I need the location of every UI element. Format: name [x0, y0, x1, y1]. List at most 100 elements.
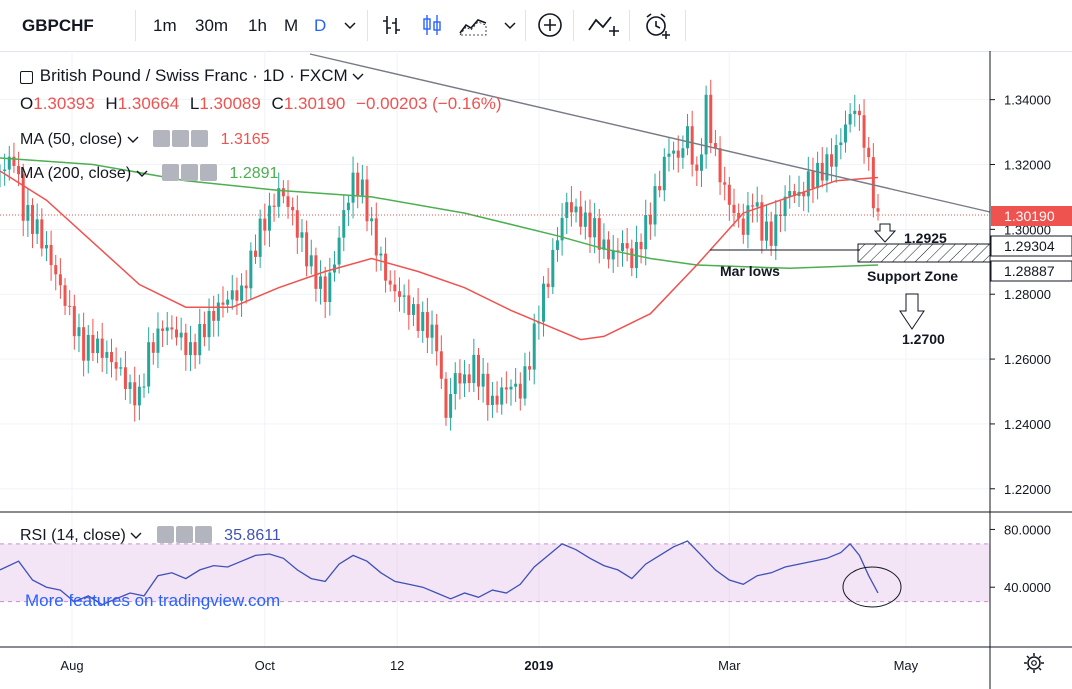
rsi-label: RSI (14, close) [20, 527, 126, 544]
chart-legend-title: British Pound / Swiss Franc · 1D · FXCM [20, 66, 364, 86]
alert-icon[interactable] [642, 11, 672, 39]
annotation-target1: 1.2925 [904, 230, 947, 246]
candle-body [226, 299, 230, 305]
candle-body [620, 243, 624, 251]
candle-body [439, 351, 443, 379]
interval-1m-button[interactable]: 1m [153, 16, 177, 35]
zone-top-price-label: 1.29304 [1004, 238, 1055, 254]
candle-body [472, 354, 476, 384]
close-icon[interactable] [191, 130, 209, 147]
candle-body [449, 393, 453, 418]
candle-body [416, 304, 420, 331]
close-icon[interactable] [194, 526, 212, 543]
annotation-support-zone: Support Zone [867, 268, 958, 284]
bar-chart-icon[interactable] [380, 13, 404, 37]
settings-icon[interactable] [175, 526, 193, 543]
candle-body [542, 283, 546, 322]
toolbar-divider [525, 10, 526, 41]
low-value: 1.30089 [199, 94, 261, 113]
candle-body [309, 255, 313, 267]
area-chart-icon[interactable] [458, 13, 488, 37]
candle-body [518, 383, 522, 399]
candle-body [686, 126, 690, 149]
time-tick-label: 12 [390, 658, 404, 673]
candle-body [142, 386, 146, 388]
price-chart: 1.2925 Mar lows Support Zone 1.2700 1.34… [0, 51, 1072, 689]
tradingview-watermark[interactable]: More features on tradingview.com [25, 591, 281, 610]
rsi-guides [0, 543, 990, 603]
candle-body [7, 156, 11, 170]
indicator-icon[interactable] [587, 12, 621, 38]
settings-icon[interactable] [172, 130, 190, 147]
interval-1h-button[interactable]: 1h [248, 16, 267, 35]
candle-body [137, 386, 141, 406]
candle-body [230, 290, 234, 300]
candle-body [388, 280, 392, 285]
candle-body [658, 186, 662, 191]
candle-body [407, 295, 411, 315]
candle-body [91, 334, 95, 354]
visibility-icon[interactable] [153, 130, 171, 147]
candle-body [862, 115, 866, 148]
time-axis[interactable]: Aug Oct 12 2019 Mar May [60, 658, 918, 673]
candle-body [699, 154, 703, 171]
candle-body [151, 342, 155, 353]
candle-body [365, 179, 369, 222]
candle-body [384, 253, 388, 281]
candle-body [286, 196, 290, 207]
close-value: 1.30190 [283, 94, 346, 113]
candle-body [546, 283, 550, 288]
candle-body [100, 338, 104, 358]
candle-body [26, 205, 30, 221]
candle-body [314, 255, 318, 289]
candle-body [360, 179, 364, 196]
interval-month-button[interactable]: M [284, 16, 299, 35]
chevron-down-icon[interactable] [136, 168, 148, 178]
price-tick-label: 1.26000 [1004, 352, 1051, 367]
candle-body [593, 218, 597, 238]
ma200-legend: MA (200, close) 1.2891 [20, 164, 278, 183]
time-tick-label: Mar [718, 658, 741, 673]
trendline[interactable] [309, 53, 991, 213]
symbol-label[interactable]: GBPCHF [22, 16, 94, 35]
chevron-down-icon[interactable] [343, 19, 357, 31]
candle-body [305, 232, 309, 267]
collapse-icon[interactable] [20, 71, 33, 84]
candle-body [49, 244, 53, 266]
candle-body [453, 373, 457, 394]
candle-body [175, 329, 179, 338]
interval-day-button[interactable]: D [314, 16, 327, 35]
chevron-down-icon[interactable] [503, 19, 517, 31]
zone-top-price-box [990, 235, 1072, 257]
candle-body [444, 378, 448, 418]
candle-body [825, 154, 829, 181]
candle-body [597, 218, 601, 250]
chevron-down-icon[interactable] [352, 71, 364, 81]
chevron-down-icon[interactable] [127, 134, 139, 144]
settings-icon[interactable] [181, 164, 199, 181]
candle-body [295, 210, 299, 238]
rsi-tick-label: 40.0000 [1004, 580, 1051, 595]
visibility-icon[interactable] [156, 526, 174, 543]
candle-body [853, 110, 857, 114]
close-label: C [271, 94, 284, 113]
add-icon[interactable] [537, 12, 563, 38]
candle-body [500, 387, 504, 405]
chevron-down-icon[interactable] [130, 530, 142, 540]
candle-body [723, 182, 727, 185]
candle-body [342, 210, 346, 238]
visibility-icon[interactable] [162, 164, 180, 181]
candle-body [281, 188, 285, 197]
close-icon[interactable] [200, 164, 218, 181]
toolbar-divider [629, 10, 630, 41]
candlestick-icon[interactable] [420, 13, 444, 37]
candle-body [755, 202, 759, 207]
rsi-axis[interactable]: 80.0000 40.0000 [990, 522, 1051, 595]
candle-body [114, 362, 118, 369]
candle-body [839, 142, 843, 146]
settings-icon[interactable] [1024, 653, 1044, 673]
candle-body [63, 285, 67, 306]
candle-body [806, 171, 810, 197]
interval-30m-button[interactable]: 30m [195, 16, 229, 35]
price-axis[interactable]: 1.34000 1.32000 1.30000 1.28000 1.26000 1.240… [990, 93, 1051, 497]
